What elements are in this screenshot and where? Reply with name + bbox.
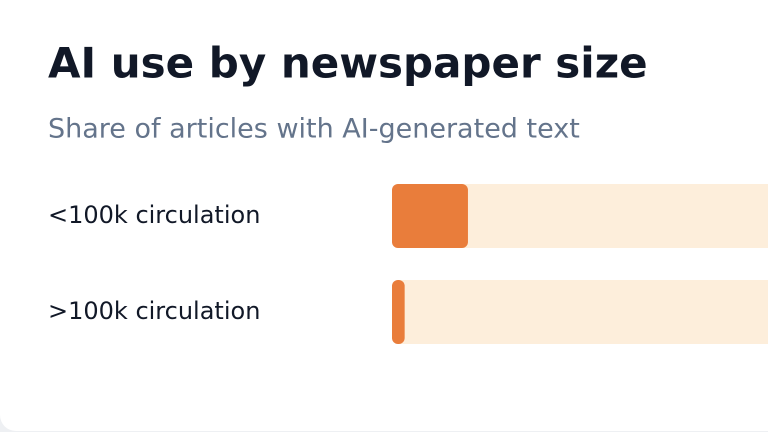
bar-track [392,280,768,344]
bar [392,184,468,248]
chart-subtitle: Share of articles with AI-generated text [48,114,580,145]
category-label: <100k circulation [48,201,260,229]
bar [392,280,405,344]
chart-title: AI use by newspaper size [48,39,648,88]
category-label: >100k circulation [48,297,260,325]
bar-track [392,184,768,248]
